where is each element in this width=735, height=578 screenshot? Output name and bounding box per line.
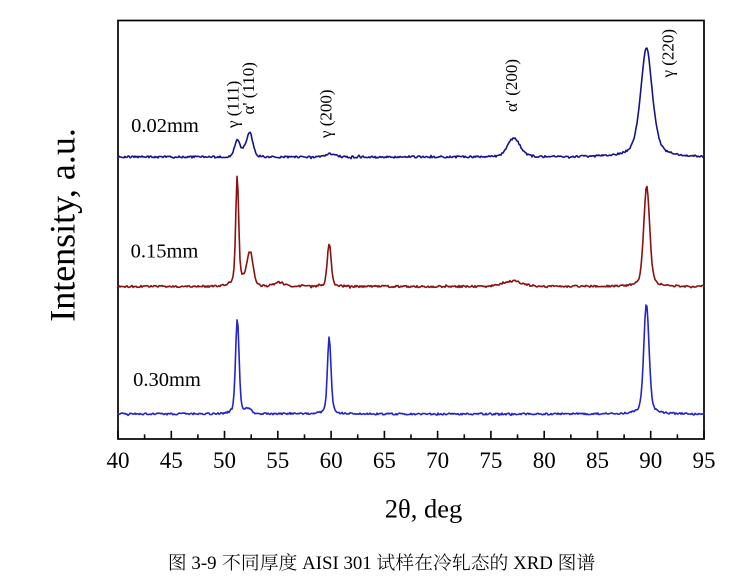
svg-text:55: 55 [266, 448, 289, 473]
svg-text:60: 60 [320, 448, 343, 473]
svg-text:40: 40 [107, 448, 130, 473]
svg-text:γ (220): γ (220) [658, 29, 677, 79]
svg-text:80: 80 [533, 448, 556, 473]
svg-text:70: 70 [426, 448, 449, 473]
svg-text:95: 95 [693, 448, 716, 473]
svg-text:65: 65 [373, 448, 396, 473]
svg-text:AISI 301: AISI 301 [302, 553, 372, 574]
svg-text:85: 85 [586, 448, 609, 473]
svg-text:α' (110): α' (110) [239, 62, 258, 114]
svg-text:75: 75 [479, 448, 502, 473]
svg-text:90: 90 [639, 448, 662, 473]
svg-text:XRD: XRD [513, 553, 553, 574]
svg-text:γ (200): γ (200) [317, 89, 336, 139]
svg-text:0.02mm: 0.02mm [131, 115, 199, 137]
svg-text:0.30mm: 0.30mm [133, 369, 201, 391]
svg-text:0.15mm: 0.15mm [131, 240, 199, 262]
svg-text:45: 45 [160, 448, 183, 473]
svg-text:50: 50 [213, 448, 236, 473]
svg-text:3-9: 3-9 [191, 553, 216, 574]
svg-text:α' (200): α' (200) [502, 59, 521, 112]
svg-text:γ (111): γ (111) [224, 81, 243, 129]
svg-text:Intensity, a.u.: Intensity, a.u. [43, 128, 83, 322]
svg-text:2θ, deg: 2θ, deg [385, 494, 462, 524]
